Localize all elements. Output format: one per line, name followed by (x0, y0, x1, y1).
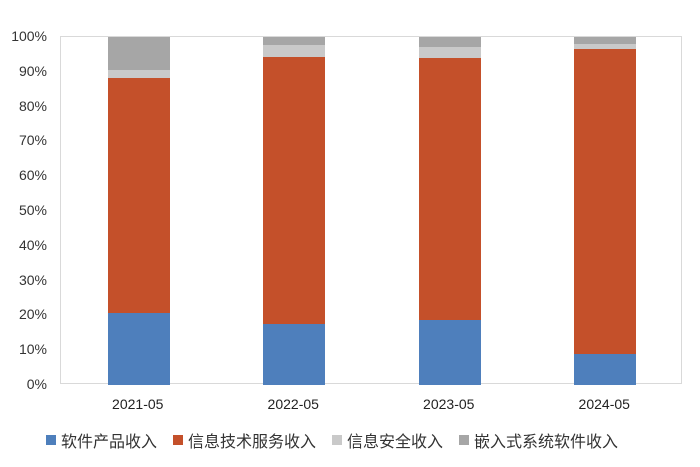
y-tick-label: 0% (26, 376, 47, 392)
legend-label: 软件产品收入 (61, 432, 158, 451)
x-tick-label: 2024-05 (578, 396, 630, 412)
y-tick-label: 60% (18, 167, 47, 184)
bar-segment (107, 312, 170, 385)
bar-segment (418, 37, 481, 47)
bar-segment (574, 49, 637, 354)
plot-area (60, 36, 682, 385)
bar-segment (418, 58, 481, 320)
legend-label: 嵌入式系统软件收入 (474, 432, 619, 451)
x-tick-label: 2021-05 (112, 396, 164, 412)
x-tick-label: 2023-05 (423, 396, 475, 412)
bar-2024-05 (574, 37, 637, 385)
legend: 软件产品收入 信息技术服务收入 信息安全收入 嵌入式系统软件收入 (46, 428, 696, 452)
bar-segment (107, 78, 170, 313)
bar-2023-05 (418, 37, 481, 385)
bar-2021-05 (107, 37, 170, 385)
y-tick-label: 90% (18, 62, 47, 79)
bar-segment (418, 46, 481, 59)
legend-label: 信息技术服务收入 (188, 432, 317, 451)
y-tick-label: 10% (18, 341, 47, 358)
bar-segment (574, 44, 637, 50)
x-tick-label: 2022-05 (267, 396, 319, 412)
y-tick-label: 70% (18, 132, 47, 149)
bar-segment (574, 37, 637, 45)
legend-swatch-icon (46, 435, 56, 445)
y-tick-label: 80% (18, 97, 47, 114)
y-tick-label: 50% (18, 202, 47, 218)
legend-item: 信息技术服务收入 (173, 428, 316, 452)
y-tick-label: 40% (18, 236, 47, 253)
legend-swatch-icon (459, 435, 470, 445)
bar-segment (107, 69, 170, 79)
bar-segment (418, 319, 481, 385)
bar-segment (263, 37, 326, 46)
bar-2022-05 (263, 37, 326, 385)
y-tick-label: 20% (18, 306, 47, 323)
legend-item: 软件产品收入 (46, 428, 157, 452)
bar-segment (107, 37, 170, 70)
bar-segment (263, 324, 326, 385)
bar-segment (263, 56, 326, 325)
y-tick-label: 30% (18, 271, 47, 288)
legend-swatch-icon (173, 435, 184, 445)
legend-swatch-icon (332, 435, 343, 445)
y-tick-label: 100% (11, 28, 47, 44)
legend-item: 信息安全收入 (332, 428, 443, 452)
bar-segment (263, 45, 326, 57)
bar-segment (574, 353, 637, 385)
legend-label: 信息安全收入 (347, 432, 444, 451)
legend-item: 嵌入式系统软件收入 (459, 428, 618, 452)
